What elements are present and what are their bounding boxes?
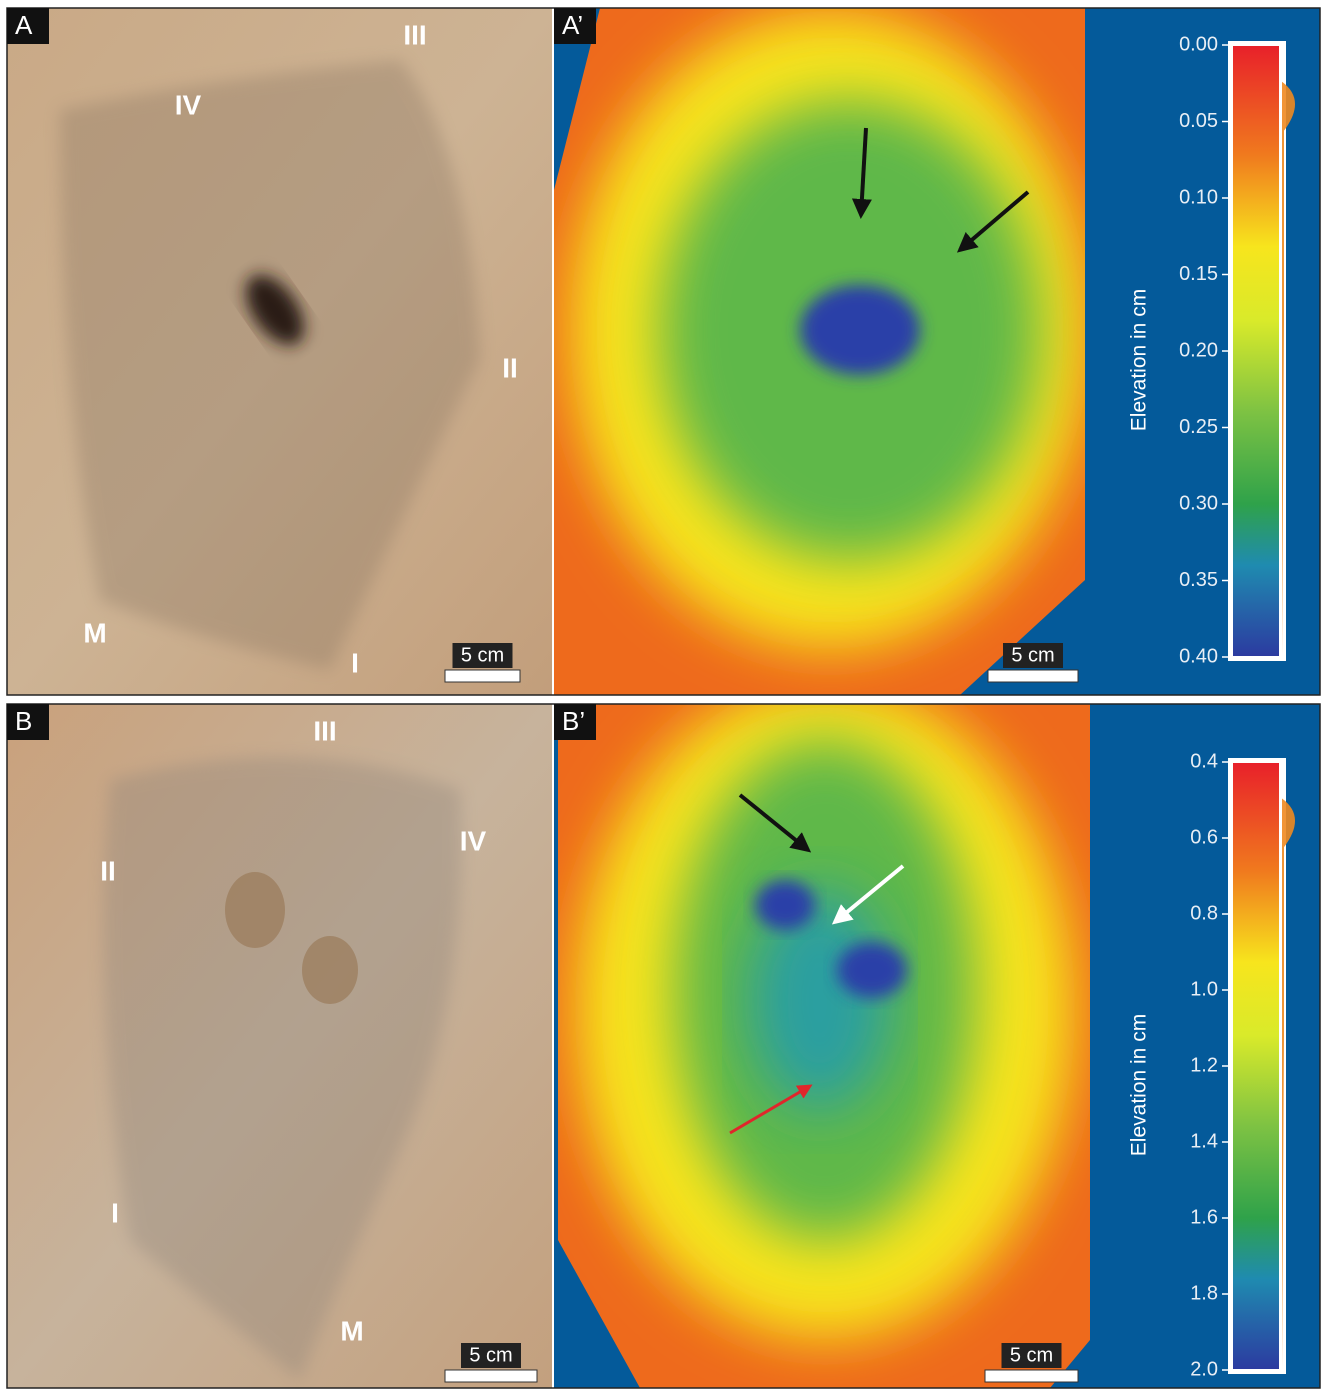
tick-label: 0.30 (1179, 492, 1218, 514)
elevation-map (554, 680, 1090, 1388)
scale-bar-label: 5 cm (1010, 1344, 1053, 1366)
tick-label: 1.6 (1190, 1206, 1218, 1228)
digit-label: IV (460, 825, 487, 856)
figure: AIIIIVIIMI5 cmA’5 cmBIIIIVIIIM5 cmB’5 cm… (0, 0, 1327, 1390)
tick-label: 0.15 (1179, 263, 1218, 285)
scale-bar-label: 5 cm (1011, 644, 1054, 666)
tick-label: 1.4 (1190, 1130, 1218, 1152)
scale-bar (985, 1370, 1078, 1382)
scale-bar-label: 5 cm (461, 644, 504, 666)
digit-label: IV (175, 89, 202, 120)
scale-bar (988, 670, 1078, 682)
footprint-pit (302, 936, 358, 1004)
scale-bar (445, 1370, 537, 1382)
digit-label: M (83, 617, 106, 648)
tick-label: 0.35 (1179, 569, 1218, 591)
tick-label: 1.0 (1190, 978, 1218, 1000)
axis-label: Elevation in cm (1128, 1014, 1151, 1156)
tick-label: 0.20 (1179, 339, 1218, 361)
scale-bar-label: 5 cm (469, 1344, 512, 1366)
panel-label: A (15, 10, 33, 40)
tick-label: 0.25 (1179, 416, 1218, 438)
tick-label: 2.0 (1190, 1358, 1218, 1380)
tick-label: 0.40 (1179, 645, 1218, 667)
digit-label: I (351, 647, 359, 678)
digit-label: I (111, 1197, 119, 1228)
tick-label: 1.8 (1190, 1282, 1218, 1304)
tick-label: 0.6 (1190, 826, 1218, 848)
tick-label: 0.10 (1179, 186, 1218, 208)
digit-label: III (403, 19, 426, 50)
panel-label: B’ (562, 706, 585, 736)
elevation-map (554, 8, 1090, 695)
panel-label: A’ (562, 10, 583, 40)
digit-label: II (502, 352, 518, 383)
axis-label: Elevation in cm (1128, 289, 1151, 431)
tick-label: 1.2 (1190, 1054, 1218, 1076)
tick-label: 0.8 (1190, 902, 1218, 924)
colorbar (1232, 45, 1280, 657)
panel-label: B (15, 706, 32, 736)
colorbar (1232, 762, 1280, 1370)
tick-label: 0.05 (1179, 110, 1218, 132)
scale-bar (445, 670, 520, 682)
tick-label: 0.4 (1190, 750, 1218, 772)
footprint-pit (225, 872, 285, 948)
digit-label: M (340, 1315, 363, 1346)
digit-label: III (313, 715, 336, 746)
digit-label: II (100, 855, 116, 886)
tick-label: 0.00 (1179, 33, 1218, 55)
